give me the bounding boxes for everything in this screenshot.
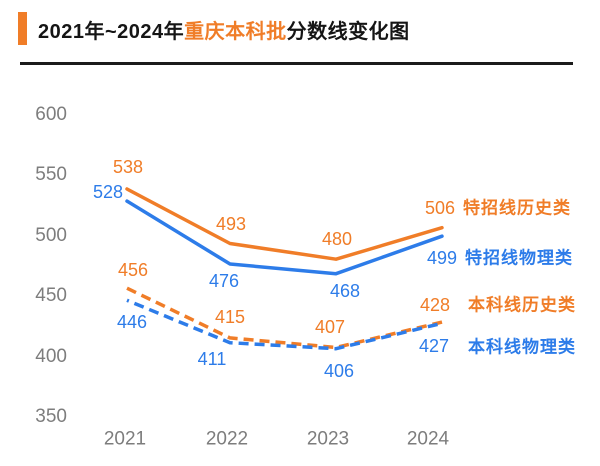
value-label-special-line-history-2024: 506: [424, 198, 456, 218]
value-label-undergrad-line-physics-2024: 427: [418, 336, 450, 356]
header-divider: [20, 62, 573, 65]
value-label-undergrad-line-history-2024: 428: [419, 295, 451, 315]
x-axis-tick-2024: 2024: [406, 428, 450, 450]
title-highlight: 重庆本科批: [184, 21, 287, 43]
value-label-undergrad-line-history-2021: 456: [117, 260, 149, 280]
value-label-special-line-physics-2023: 468: [329, 281, 361, 301]
line-undergrad-line-physics: [126, 298, 443, 351]
page-title: 2021年~2024年重庆本科批分数线变化图: [38, 15, 410, 44]
legend-special-line-history: 特招线历史类: [463, 198, 571, 218]
value-label-special-line-physics-2022: 476: [208, 271, 240, 291]
line-special-line-physics: [125, 199, 444, 276]
value-label-undergrad-line-history-2022: 415: [214, 307, 246, 327]
y-axis-tick-350: 350: [35, 406, 67, 427]
line-special-line-history: [125, 187, 444, 261]
value-label-special-line-history-2023: 480: [321, 229, 353, 249]
value-label-undergrad-line-physics-2021: 446: [116, 312, 148, 332]
value-label-special-line-history-2021: 538: [112, 157, 144, 177]
y-axis-tick-550: 550: [35, 164, 67, 185]
x-axis-tick-2021: 2021: [103, 428, 147, 450]
title-accent-bar: [18, 12, 27, 45]
title-prefix: 2021年~2024年: [38, 21, 185, 43]
x-axis-tick-2022: 2022: [205, 428, 249, 450]
x-axis-tick-2023: 2023: [306, 428, 350, 450]
value-label-undergrad-line-physics-2023: 406: [323, 361, 355, 381]
y-axis-tick-600: 600: [35, 103, 67, 125]
legend-undergrad-line-history: 本科线历史类: [468, 295, 576, 315]
value-label-special-line-physics-2024: 499: [426, 248, 458, 268]
value-label-special-line-physics-2021: 528: [92, 182, 124, 202]
title-suffix: 分数线变化图: [286, 21, 410, 43]
value-label-undergrad-line-physics-2022: 411: [197, 349, 227, 369]
value-label-undergrad-line-history-2023: 407: [314, 317, 346, 337]
line-undergrad-line-history: [126, 286, 443, 350]
value-label-special-line-history-2022: 493: [215, 214, 247, 234]
legend-undergrad-line-physics: 本科线物理类: [468, 337, 576, 357]
y-axis-tick-400: 400: [35, 345, 67, 367]
y-axis-tick-500: 500: [35, 224, 67, 246]
y-axis-tick-450: 450: [35, 285, 67, 306]
legend-special-line-physics: 特招线物理类: [465, 248, 573, 268]
